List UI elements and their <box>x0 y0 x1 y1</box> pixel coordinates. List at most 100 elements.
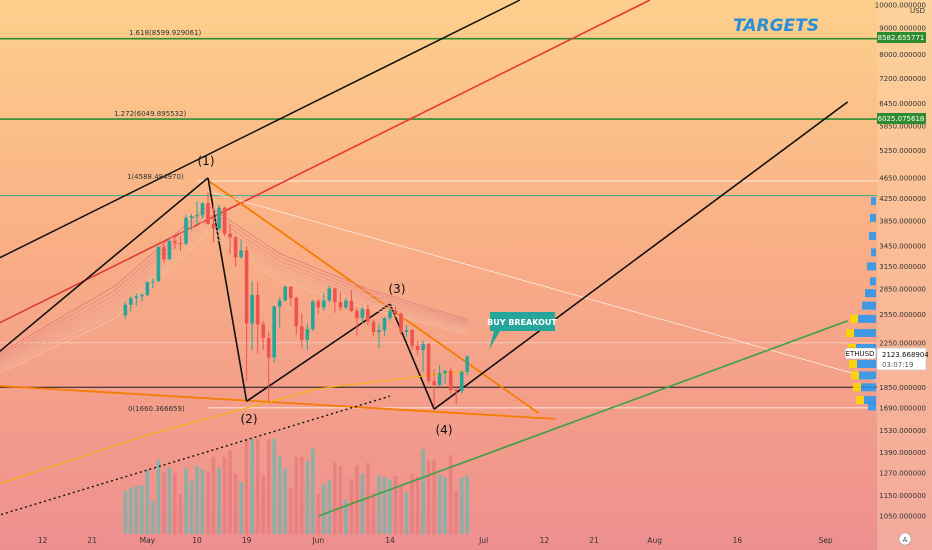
candle-body <box>327 288 332 301</box>
svg-text:6025.075618: 6025.075618 <box>878 115 925 123</box>
x-tick-label: 12 <box>540 536 550 545</box>
volume-bar <box>184 468 188 534</box>
candle-body <box>261 324 265 338</box>
volume-bar <box>272 439 276 534</box>
candle-body <box>393 310 398 314</box>
candle-body <box>360 309 365 318</box>
volume-bar <box>322 484 326 534</box>
wave-label-3: (3) <box>389 282 406 296</box>
ma-ribbon-line <box>0 209 468 357</box>
volume-bar <box>443 477 447 534</box>
channel-upper-black <box>0 0 521 259</box>
candle-body <box>129 298 133 305</box>
volume-bar <box>162 472 166 534</box>
volume-bar <box>311 448 315 534</box>
volume-bar <box>178 494 183 534</box>
volume-bar <box>283 468 287 534</box>
profile-bar <box>858 314 876 323</box>
profile-bar <box>871 248 876 257</box>
candle-body <box>266 337 271 358</box>
y-tick-label: 9000.000000 <box>879 24 926 32</box>
ma-slow-yellow <box>0 370 468 485</box>
candle-body <box>437 373 442 385</box>
candle-body <box>123 304 128 316</box>
y-tick-label: 2850.000000 <box>879 286 926 294</box>
candle-body <box>233 237 238 258</box>
volume-bar <box>277 456 282 534</box>
volume-bar <box>261 475 265 534</box>
volume-bar <box>129 487 133 534</box>
y-tick-label: 10000.000000 <box>875 2 926 10</box>
candle-body <box>311 301 315 330</box>
fib-label-1: 1(4588.484970) <box>127 173 184 181</box>
x-tick-label: 14 <box>385 536 395 545</box>
volume-bar <box>195 466 199 534</box>
targets-label: TARGETS <box>733 16 819 36</box>
volume-bar <box>399 484 403 534</box>
candle-body <box>399 313 403 332</box>
candle-body <box>338 302 343 308</box>
volume-bar <box>173 472 177 534</box>
volume-bar <box>300 456 304 534</box>
symbol-tag: ETHUSD <box>844 347 877 360</box>
profile-bar-va <box>849 360 857 368</box>
svg-text:A: A <box>903 536 908 544</box>
y-tick-label: 3450.000000 <box>879 242 926 250</box>
candle-body <box>184 217 188 244</box>
candle-body <box>377 330 381 332</box>
channel-red <box>0 0 651 324</box>
candle-body <box>443 370 447 374</box>
volume-bar <box>206 471 210 534</box>
volume-profile <box>846 197 876 411</box>
candle-body <box>349 300 354 311</box>
y-axis-panel <box>877 0 932 550</box>
x-tick-label: Jun <box>311 536 324 545</box>
x-tick-label: 12 <box>38 536 48 545</box>
volume-bar <box>288 488 293 534</box>
current-price-tag: 2123.668904 03:07:19 <box>876 347 929 371</box>
wave-leg-2 <box>207 177 248 402</box>
profile-bar <box>857 360 876 368</box>
volume-bar <box>211 456 216 534</box>
candle-body <box>283 286 287 301</box>
y-tick-label: 8000.000000 <box>879 51 926 59</box>
axis-currency: USD <box>910 7 925 15</box>
y-tick-label: 4650.000000 <box>879 174 926 182</box>
candle-body <box>366 309 370 322</box>
volume-bar <box>222 457 227 534</box>
tradingview-logo[interactable]: A <box>898 532 912 546</box>
volume-bar <box>255 439 260 534</box>
x-tick-label: Jul <box>478 536 488 545</box>
wave-label-4: (4) <box>436 423 453 437</box>
volume-bar <box>344 499 348 534</box>
volume-bar <box>432 459 436 534</box>
volume-bar <box>333 462 337 534</box>
profile-bar <box>864 396 876 404</box>
candle-body <box>288 286 293 299</box>
y-tick-label: 1050.000000 <box>879 513 926 521</box>
x-tick-label: 21 <box>87 536 97 545</box>
candle-body <box>432 381 436 385</box>
volume-bar <box>349 479 354 534</box>
y-tick-label: 3850.000000 <box>879 217 926 225</box>
volume-layer <box>123 439 469 534</box>
candle-body <box>300 326 304 340</box>
candle-body <box>156 247 161 282</box>
candle-body <box>189 216 194 218</box>
volume-bar <box>448 455 453 534</box>
x-tick-label: May <box>140 536 156 545</box>
candle-body <box>382 318 387 331</box>
y-tick-label: 1850.000000 <box>879 384 926 392</box>
ma-ribbon-line <box>0 212 468 359</box>
candle-body <box>404 330 409 332</box>
ma-ribbon-line <box>0 220 468 365</box>
y-tick-label: 5250.000000 <box>879 147 926 155</box>
candle-body <box>333 288 337 303</box>
fib-label-1618: 1.618(8599.929061) <box>129 29 202 37</box>
buy-breakout-callout[interactable]: BUY BREAKOUT <box>487 312 557 350</box>
candle-body <box>151 281 155 283</box>
profile-bar <box>854 329 876 337</box>
volume-bar <box>316 493 321 534</box>
volume-bar <box>421 449 425 534</box>
